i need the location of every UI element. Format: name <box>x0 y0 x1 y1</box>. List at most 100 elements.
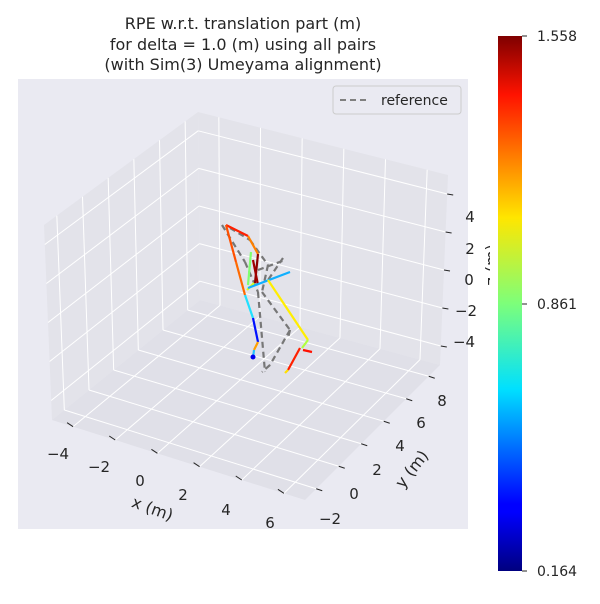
reference-segment <box>243 261 260 293</box>
z-tick-label: 0 <box>464 271 474 289</box>
x-tick-mark <box>235 475 243 481</box>
x-tick-label: 6 <box>265 514 275 532</box>
grid-line <box>198 130 448 195</box>
grid-line <box>241 348 381 481</box>
error-segment <box>302 348 313 354</box>
legend-reference-label: reference <box>381 93 448 109</box>
grid-line <box>113 369 362 445</box>
error-segment <box>224 224 238 263</box>
x-tick-mark <box>66 422 74 428</box>
y-tick-mark <box>383 420 390 424</box>
grid-line <box>88 389 339 467</box>
error-segment <box>287 347 301 371</box>
colorbar-tick-label: 0.164 <box>537 564 577 580</box>
y-tick-mark <box>316 488 323 492</box>
z-tick-label: −4 <box>453 333 475 351</box>
reference-segment <box>229 227 251 241</box>
grid-line <box>187 309 429 377</box>
x-tick-label: 4 <box>221 501 231 519</box>
reference-segment <box>256 291 267 373</box>
x-tick-labels: −4 −2 0 2 4 6 <box>47 445 275 532</box>
title-line-3: (with Sim(3) Umeyama alignment) <box>104 55 381 74</box>
y-tick-label: −2 <box>319 510 341 528</box>
z-tick-mark <box>440 345 447 348</box>
reference-segment <box>269 329 291 366</box>
y-tick-label: 8 <box>437 392 447 410</box>
y-tick-label: 6 <box>416 414 426 432</box>
y-tick-mark <box>338 465 345 469</box>
x-tick-mark <box>151 448 158 454</box>
title-line-1: RPE w.r.t. translation part (m) <box>125 14 361 33</box>
x-tick-label: 2 <box>178 486 188 504</box>
error-segment <box>251 259 260 286</box>
colorbar-gradient <box>498 36 522 571</box>
grid-line <box>157 326 301 454</box>
reference-segment <box>261 291 291 331</box>
grid-line <box>199 337 341 468</box>
grid-line <box>198 167 446 233</box>
grid-line <box>47 205 200 323</box>
z-tick-mark <box>443 269 451 272</box>
legend-box <box>332 85 462 115</box>
x-tick-mark <box>277 488 285 494</box>
z-tick-label: 2 <box>465 240 475 258</box>
trajectory <box>221 224 313 374</box>
error-segment <box>246 251 253 286</box>
grid-line <box>49 243 200 362</box>
z-tick-labels: 4 2 0 −2 −4 <box>453 208 477 351</box>
colorbar-tick-label: 0.861 <box>537 297 577 313</box>
y-tick-mark <box>361 443 368 447</box>
reference-segment <box>261 364 271 373</box>
x-tick-label: 0 <box>135 472 145 490</box>
grid-line <box>64 409 317 490</box>
y-tick-mark <box>406 398 413 402</box>
colorbar-tick-label: 1.558 <box>537 29 577 45</box>
title: RPE w.r.t. translation part (m) for delt… <box>104 14 381 74</box>
error-segment <box>251 317 260 343</box>
legend: reference <box>332 85 462 115</box>
error-segment <box>253 341 259 351</box>
error-segment <box>247 235 259 255</box>
x-tick-label: −2 <box>88 458 110 476</box>
error-segment <box>225 224 249 237</box>
grid-line <box>46 168 199 284</box>
x-tick-label: −4 <box>47 445 69 463</box>
z-tick-mark <box>445 231 452 234</box>
reference-segment <box>260 264 270 293</box>
y-tick-label: 4 <box>395 437 405 455</box>
grid-line <box>50 280 201 401</box>
grid-line <box>72 305 221 428</box>
y-tick-label: 0 <box>349 485 359 503</box>
x-tick-mark <box>193 462 200 468</box>
grid-line <box>114 315 261 441</box>
error-segment <box>253 253 260 284</box>
reference-segment <box>221 224 246 263</box>
error-segment <box>284 369 289 374</box>
reference-segment <box>257 258 286 272</box>
z-label-clip <box>490 230 500 310</box>
grid-line <box>162 329 407 400</box>
grid-line <box>199 280 441 347</box>
colorbar: 1.558 0.861 0.164 <box>498 29 577 580</box>
y-tick-label: 2 <box>372 461 382 479</box>
title-line-2: for delta = 1.0 (m) using all pairs <box>110 35 376 54</box>
trajectory-end-point <box>250 354 256 360</box>
error-segment <box>267 279 309 341</box>
grid-line <box>44 130 199 245</box>
z-tick-label: −2 <box>455 302 477 320</box>
y-tick-labels: −2 0 2 4 6 8 <box>319 392 447 528</box>
z-tick-mark <box>447 193 454 196</box>
floor-pane <box>52 300 440 500</box>
x-tick-mark <box>108 435 116 441</box>
z-tick-mark <box>442 307 449 310</box>
grid-line <box>198 205 445 271</box>
grid-line <box>138 349 384 422</box>
error-segment <box>301 339 309 349</box>
y-tick-mark <box>428 375 435 379</box>
grid-line <box>283 359 421 494</box>
error-segment <box>243 294 255 319</box>
z-tick-label: 4 <box>465 208 475 226</box>
error-segment <box>234 261 247 296</box>
